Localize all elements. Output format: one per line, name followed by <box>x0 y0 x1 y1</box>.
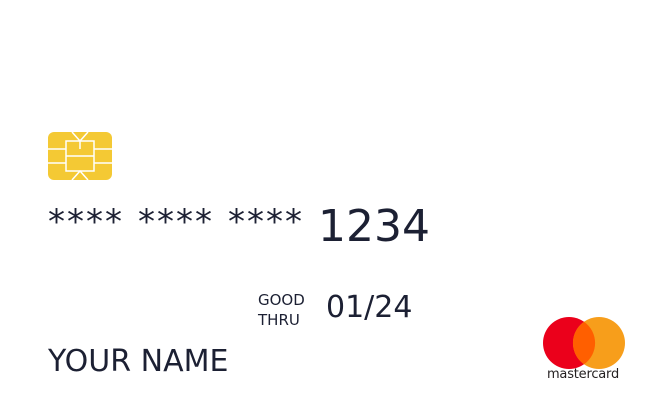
good-thru-label: GOOD THRU <box>258 290 305 330</box>
emv-chip-icon <box>48 132 112 180</box>
last-four-digits: 1234 <box>318 200 430 252</box>
mastercard-logo: mastercard <box>540 316 626 384</box>
card-number: **** **** **** 1234 <box>48 198 430 254</box>
brand-wordmark: mastercard <box>546 367 620 382</box>
mastercard-circles-icon <box>543 317 625 369</box>
cardholder-name: YOUR NAME <box>48 344 229 379</box>
masked-group-3: **** <box>228 202 304 242</box>
good-thru-line-1: GOOD <box>258 291 305 309</box>
good-thru-line-2: THRU <box>258 311 300 329</box>
expiry-date: 01/24 <box>326 290 413 325</box>
masked-group-1: **** <box>48 202 124 242</box>
masked-group-2: **** <box>138 202 214 242</box>
